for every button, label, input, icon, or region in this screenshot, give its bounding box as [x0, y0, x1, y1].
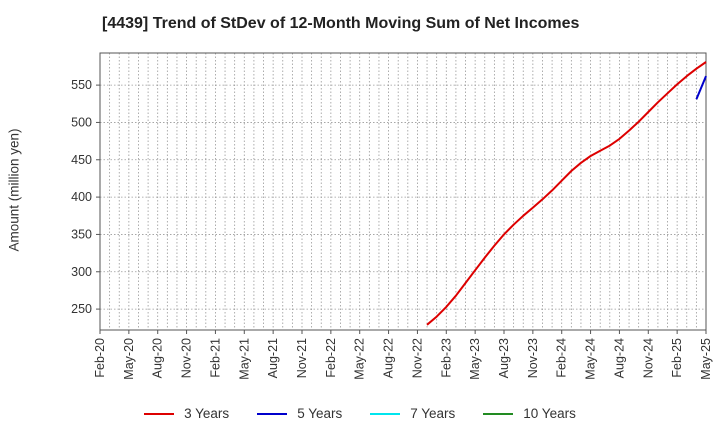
legend-item-10-years: 10 Years — [483, 406, 576, 421]
y-tick-label: 300 — [71, 265, 92, 279]
y-tick-label: 250 — [71, 302, 92, 316]
x-tick-label: May-23 — [468, 338, 482, 380]
x-tick-label: Nov-23 — [526, 338, 540, 378]
x-tick-label: May-21 — [237, 338, 251, 380]
series-line-3-years — [426, 61, 707, 326]
legend-swatch-7-years — [370, 412, 401, 415]
x-tick-label: Feb-24 — [555, 338, 569, 378]
legend-swatch-5-years — [257, 412, 288, 415]
x-tick-label: Aug-24 — [612, 338, 626, 378]
series-line-5-years — [695, 75, 707, 100]
legend-label-10-years: 10 Years — [523, 406, 576, 421]
legend-label-7-years: 7 Years — [410, 406, 456, 421]
x-tick-label: Feb-22 — [324, 338, 338, 378]
y-tick-label: 500 — [71, 115, 92, 129]
legend-label-3-years: 3 Years — [184, 406, 230, 421]
chart-title: [4439] Trend of StDev of 12-Month Moving… — [102, 15, 580, 32]
x-tick-label: Feb-21 — [208, 338, 222, 378]
plot-area — [100, 53, 706, 330]
x-tick-label: Aug-23 — [497, 338, 511, 378]
legend-swatch-10-years — [483, 412, 514, 415]
legend-swatch-3-years — [144, 412, 175, 415]
x-tick-label: Nov-20 — [180, 338, 194, 378]
x-tick-label: Nov-21 — [295, 338, 309, 378]
x-tick-label: Feb-23 — [439, 338, 453, 378]
x-tick-label: Feb-25 — [670, 338, 684, 378]
x-tick-label: May-24 — [584, 338, 598, 380]
legend-item-5-years: 5 Years — [257, 406, 342, 421]
x-tick-label: Aug-21 — [266, 338, 280, 378]
legend-item-3-years: 3 Years — [144, 406, 229, 421]
x-tick-label: Aug-22 — [382, 338, 396, 378]
y-tick-label: 350 — [71, 227, 92, 241]
y-tick-label: 550 — [71, 78, 92, 92]
x-tick-label: May-22 — [353, 338, 367, 380]
legend-label-5-years: 5 Years — [297, 406, 343, 421]
y-tick-label: 450 — [71, 153, 92, 167]
x-tick-label: May-20 — [122, 338, 136, 380]
x-tick-label: Nov-24 — [641, 338, 655, 378]
x-tick-label: Feb-20 — [93, 338, 107, 378]
x-tick-label: Aug-20 — [151, 338, 165, 378]
x-tick-label: May-25 — [699, 338, 713, 380]
y-tick-label: 400 — [71, 190, 92, 204]
legend: 3 Years 5 Years 7 Years 10 Years — [0, 406, 720, 421]
x-tick-label: Nov-22 — [410, 338, 424, 378]
legend-item-7-years: 7 Years — [370, 406, 455, 421]
plot-frame — [99, 52, 707, 331]
